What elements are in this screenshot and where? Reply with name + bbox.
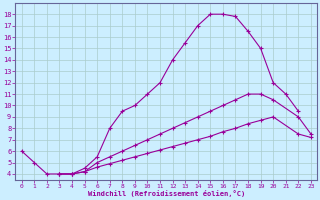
X-axis label: Windchill (Refroidissement éolien,°C): Windchill (Refroidissement éolien,°C) <box>88 190 245 197</box>
